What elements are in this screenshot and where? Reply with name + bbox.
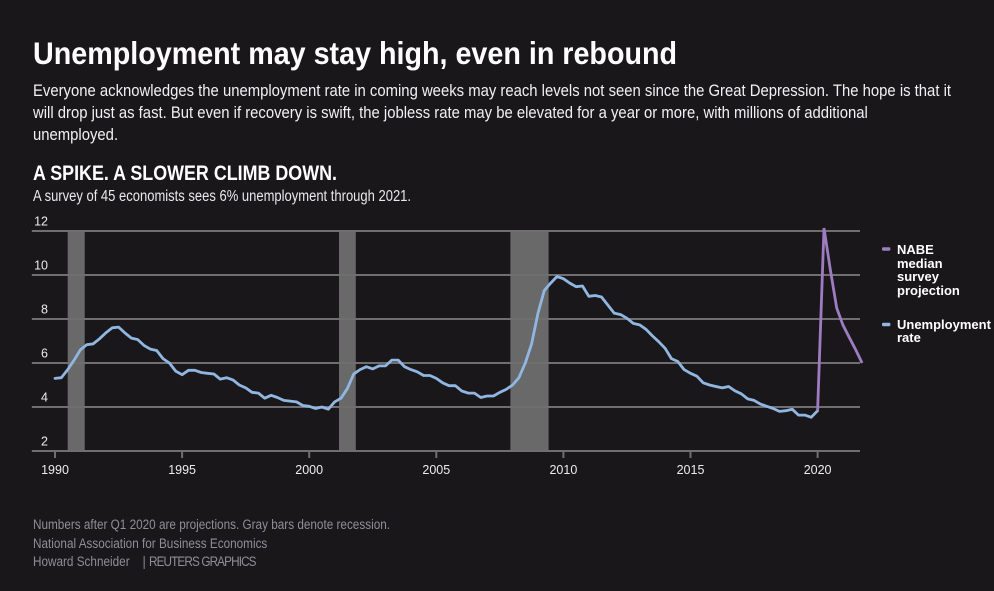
svg-text:2015: 2015 [677, 463, 705, 477]
svg-text:2010: 2010 [549, 463, 577, 477]
svg-text:2020: 2020 [804, 463, 832, 477]
svg-text:12: 12 [34, 215, 48, 229]
svg-text:6: 6 [41, 347, 48, 361]
svg-text:2: 2 [41, 435, 48, 449]
svg-text:1990: 1990 [41, 463, 69, 477]
svg-text:8: 8 [41, 303, 48, 317]
svg-text:1995: 1995 [168, 463, 196, 477]
svg-text:2000: 2000 [295, 463, 323, 477]
svg-text:4: 4 [41, 391, 48, 405]
svg-text:2005: 2005 [422, 463, 450, 477]
svg-text:10: 10 [34, 259, 48, 273]
